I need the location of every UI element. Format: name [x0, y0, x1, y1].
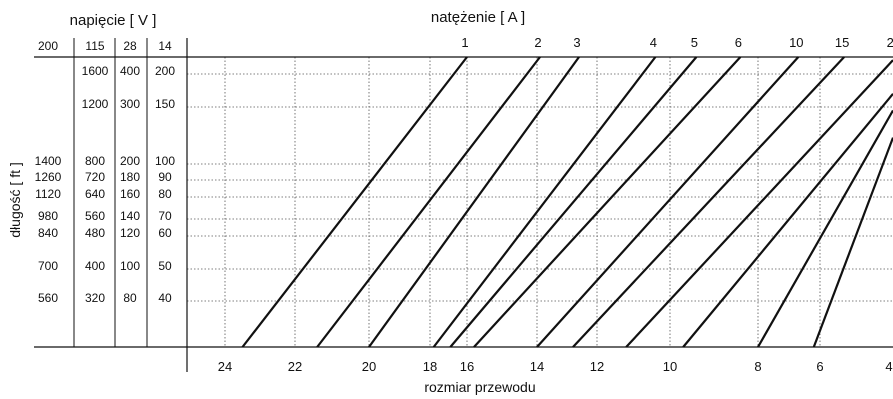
current-line [241, 56, 468, 348]
length-cell: 400 [85, 259, 105, 273]
length-cell: 140 [120, 209, 140, 223]
x-tick-label: 22 [288, 359, 302, 374]
current-label: 15 [835, 35, 849, 50]
current-line [812, 137, 893, 348]
length-cell: 80 [123, 291, 137, 305]
length-cell: 80 [158, 187, 172, 201]
length-cell: 100 [155, 154, 175, 168]
length-cell: 200 [120, 154, 140, 168]
length-cell: 1260 [35, 170, 62, 184]
length-cell: 40 [158, 291, 172, 305]
length-cell: 70 [158, 209, 172, 223]
x-tick-label: 16 [460, 359, 474, 374]
voltage-title: napięcie [ V ] [70, 12, 157, 29]
length-cell: 720 [85, 170, 105, 184]
length-cell: 480 [85, 226, 105, 240]
voltage-column-header: 115 [85, 39, 104, 53]
length-cell: 640 [85, 187, 105, 201]
size-ticks: 24 22 20 18 16 14 12 10 8 6 4 [218, 359, 893, 374]
length-cell: 1120 [35, 187, 61, 201]
length-cell: 100 [120, 259, 140, 273]
length-cell: 840 [38, 226, 58, 240]
current-line [432, 56, 657, 348]
x-tick-label: 6 [816, 359, 823, 374]
length-cell: 1400 [35, 154, 62, 168]
current-label: 20 [887, 35, 893, 50]
length-cell: 160 [120, 187, 140, 201]
length-cell: 700 [38, 259, 58, 273]
current-lines: 1 2 3 4 5 6 10 15 20 [241, 35, 893, 348]
voltage-column-header: 28 [123, 39, 137, 53]
x-axis-label: rozmiar przewodu [424, 379, 535, 395]
x-tick-label: 8 [754, 359, 761, 374]
length-cell: 150 [155, 97, 175, 111]
x-tick-label: 14 [530, 359, 544, 374]
x-tick-label: 24 [218, 359, 232, 374]
frame [34, 38, 893, 372]
current-line [625, 59, 893, 348]
current-label: 5 [691, 35, 698, 50]
x-tick-label: 12 [590, 359, 604, 374]
current-label: 1 [461, 35, 468, 50]
current-line [757, 109, 893, 348]
current-label: 10 [789, 35, 803, 50]
length-cell: 560 [85, 209, 105, 223]
current-line [682, 93, 893, 348]
current-label: 4 [650, 35, 657, 50]
length-cell: 300 [120, 97, 140, 111]
length-cell: 50 [158, 259, 172, 273]
current-label: 6 [735, 35, 742, 50]
current-label: 3 [573, 35, 580, 50]
length-cell: 1600 [82, 64, 109, 78]
voltage-column-header: 200 [38, 39, 58, 53]
x-tick-label: 20 [362, 359, 376, 374]
length-cell: 200 [155, 64, 175, 78]
length-cell: 400 [120, 64, 140, 78]
y-axis-label: długość [ ft ] [7, 162, 23, 237]
length-cell: 180 [120, 170, 140, 184]
length-cell: 980 [38, 209, 58, 223]
length-cell: 60 [158, 226, 172, 240]
current-line [316, 56, 541, 348]
length-cell: 560 [38, 291, 58, 305]
voltage-length-table: 200 115 28 14 1600 400 200 1200 300 150 1400 800 200… [35, 38, 175, 347]
x-tick-label: 4 [885, 359, 892, 374]
voltage-column-header: 14 [158, 39, 172, 53]
length-cell: 120 [120, 226, 140, 240]
current-line [536, 56, 800, 348]
current-line [368, 56, 580, 348]
current-line [473, 56, 742, 348]
length-cell: 800 [85, 154, 105, 168]
current-line [572, 56, 845, 348]
length-cell: 1200 [82, 97, 109, 111]
x-tick-label: 10 [663, 359, 677, 374]
current-line [449, 56, 698, 348]
length-cell: 320 [85, 291, 105, 305]
grid [187, 57, 893, 347]
length-cell: 90 [158, 170, 172, 184]
x-tick-label: 18 [423, 359, 437, 374]
current-title: natężenie [ A ] [431, 9, 525, 26]
current-label: 2 [534, 35, 541, 50]
